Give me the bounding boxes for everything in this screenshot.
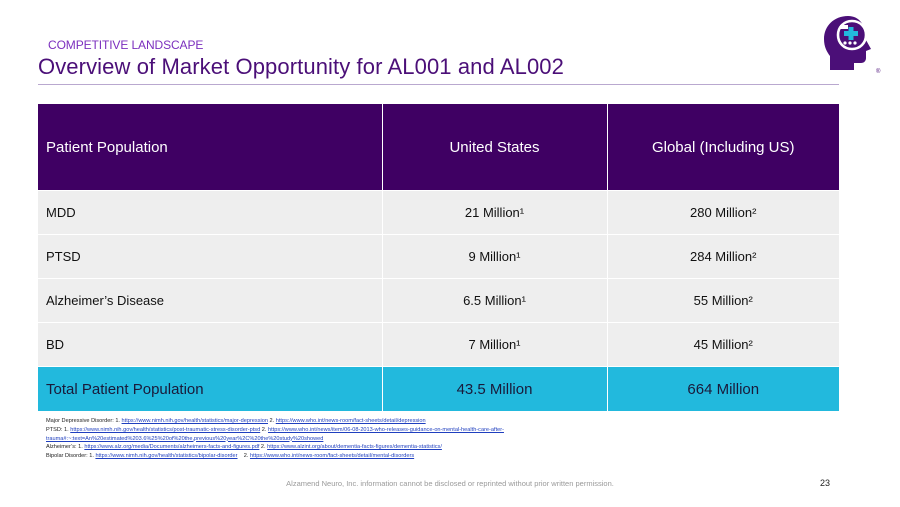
footnote-alzheimers: Alzheimer’s: 1. https://www.alz.org/medi… [46,443,666,452]
footnote-separator: 2. [237,453,250,460]
table-row: PTSD 9 Million¹ 284 Million² [38,234,839,279]
footnote-link[interactable]: https://www.who.int/news/item/06-08-2013… [267,426,504,433]
footnote-mdd: Major Depressive Disorder: 1. https://ww… [46,417,666,426]
total-row: Total Patient Population 43.5 Million 66… [38,366,839,411]
section-kicker: COMPETITIVE LANDSCAPE [48,38,204,52]
footnote-link[interactable]: https://www.who.int/news-room/fact-sheet… [275,418,426,424]
footnote-separator: 2. [267,418,276,424]
us-cell: 6.5 Million¹ [382,278,608,323]
company-logo: ® [824,16,881,75]
us-cell: 21 Million¹ [382,190,608,235]
table-row: BD 7 Million¹ 45 Million² [38,322,839,367]
column-header-us: United States [382,104,608,191]
table-row: Alzheimer’s Disease 6.5 Million¹ 55 Mill… [38,278,839,323]
table-header-row: Patient Population United States Global … [38,104,839,191]
registered-mark: ® [876,68,881,75]
global-cell: 45 Million² [607,322,839,367]
head-with-plus-icon [824,16,871,70]
population-cell: MDD [38,190,383,235]
footnote-link[interactable]: https://www.who.int/news-room/fact-sheet… [249,453,415,460]
footnotes: Major Depressive Disorder: 1. https://ww… [46,417,666,461]
footnote-link[interactable]: https://www.alz.org/media/Documents/alzh… [84,444,260,451]
footnote-link[interactable]: trauma#:~:text=An%20estimated%203.6%25%2… [46,435,324,442]
total-population-label: Total Patient Population [38,366,383,411]
total-global-cell: 664 Million [607,366,839,411]
market-opportunity-table: Patient Population United States Global … [38,104,839,411]
footnote-link[interactable]: https://www.nimh.nih.gov/health/statisti… [70,426,261,433]
footnote-link[interactable]: https://www.nimh.nih.gov/health/statisti… [95,453,238,460]
page-number: 23 [820,478,831,488]
global-cell: 280 Million² [607,190,839,235]
us-cell: 7 Million¹ [382,322,608,367]
us-cell: 9 Million¹ [382,234,608,279]
column-header-population: Patient Population [38,104,383,191]
footnote-bipolar: Bipolar Disorder: 1. https://www.nimh.ni… [46,452,666,461]
global-cell: 284 Million² [607,234,839,279]
table-row: MDD 21 Million¹ 280 Million² [38,190,839,235]
population-cell: Alzheimer’s Disease [38,278,383,323]
footnote-link[interactable]: https://www.nimh.nih.gov/health/statisti… [121,418,268,424]
footnote-label: Alzheimer’s: 1. [46,444,85,451]
column-header-global: Global (Including US) [607,104,839,191]
footnote-link[interactable]: https://www.alzint.org/about/dementia-fa… [267,444,442,451]
footer-disclaimer: Alzamend Neuro, Inc. information cannot … [286,479,614,488]
title-divider [38,84,839,85]
page-title: Overview of Market Opportunity for AL001… [38,54,564,79]
footnote-label: Bipolar Disorder: 1. [46,453,96,460]
total-us-cell: 43.5 Million [382,366,608,411]
footnote-label: PTSD: 1. [46,426,71,433]
footnote-label: Major Depressive Disorder: 1. [46,418,122,424]
global-cell: 55 Million² [607,278,839,323]
footnote-separator: 2. [259,444,268,451]
footnote-ptsd: PTSD: 1. https://www.nimh.nih.gov/health… [46,426,666,444]
footnote-separator: 2. [260,426,268,433]
population-cell: PTSD [38,234,383,279]
population-cell: BD [38,322,383,367]
